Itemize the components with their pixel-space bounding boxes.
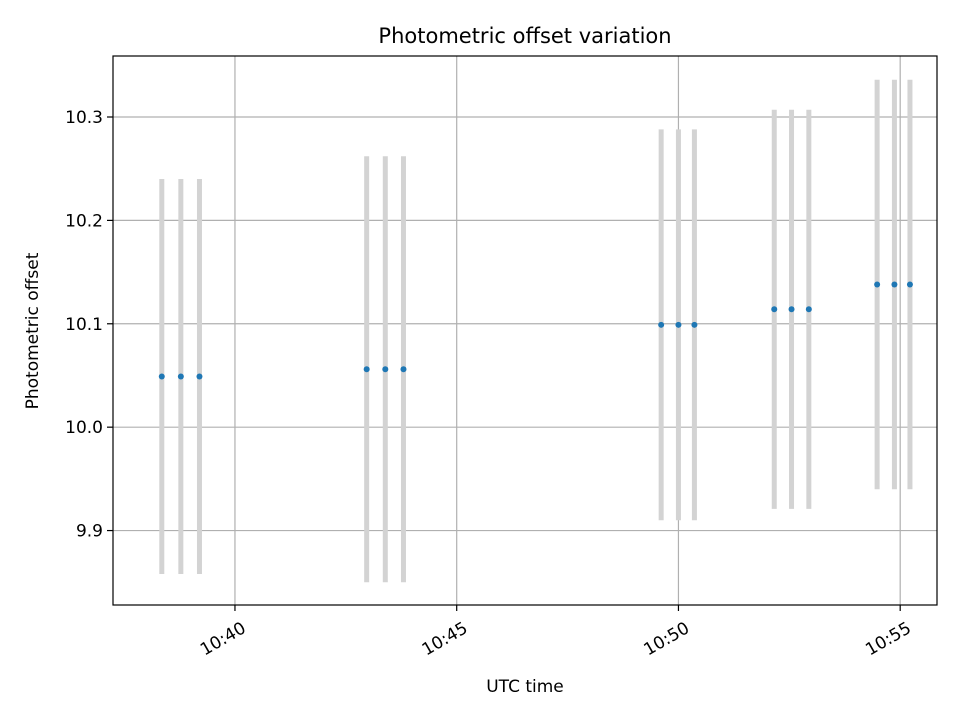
x-tick-label: 10:55	[862, 618, 914, 660]
y-tick-label: 10.1	[65, 315, 103, 335]
chart-title: Photometric offset variation	[378, 24, 671, 48]
data-point	[675, 321, 682, 328]
error-bars	[159, 79, 913, 583]
data-point	[906, 281, 913, 288]
data-point	[658, 321, 665, 328]
plot-frame	[112, 55, 938, 606]
y-axis-title: Photometric offset	[23, 252, 43, 409]
x-tick-label: 10:50	[641, 618, 693, 660]
y-tick-label: 10.2	[65, 211, 103, 231]
x-tick-label: 10:40	[197, 618, 249, 660]
data-point	[788, 306, 795, 313]
data-point	[771, 306, 778, 313]
y-tick-label: 10.0	[65, 418, 103, 438]
data-point	[400, 366, 407, 373]
x-axis-title: UTC time	[486, 677, 564, 697]
data-point	[382, 366, 389, 373]
y-axis-ticks: 9.9 10.0 10.1 10.2 10.3	[65, 108, 113, 542]
data-point	[691, 321, 698, 328]
data-point	[177, 373, 184, 380]
grid	[113, 56, 937, 605]
y-tick-label: 9.9	[76, 522, 103, 542]
x-axis-ticks: 10:40 10:45 10:50 10:55	[197, 605, 915, 660]
data-point	[196, 373, 203, 380]
data-points	[158, 281, 913, 380]
data-point	[805, 306, 812, 313]
data-point	[158, 373, 165, 380]
x-tick-label: 10:45	[419, 618, 471, 660]
data-point	[874, 281, 881, 288]
data-point	[363, 366, 370, 373]
y-tick-label: 10.3	[65, 108, 103, 128]
data-point	[891, 281, 898, 288]
